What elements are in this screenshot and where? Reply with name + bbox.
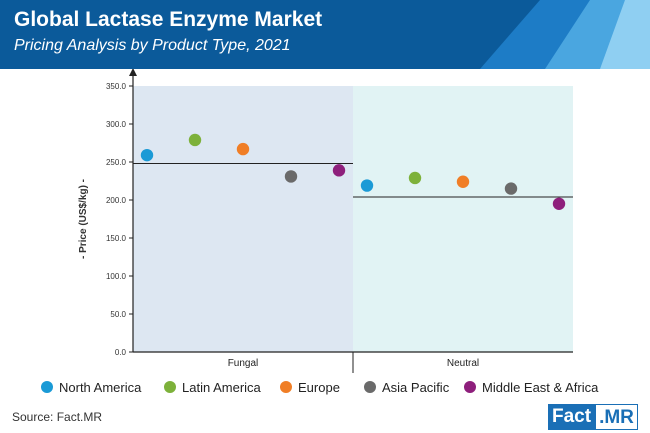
header-banner: Global Lactase Enzyme Market Pricing Ana… [0, 0, 650, 69]
legend-marker [280, 381, 292, 393]
factmr-logo: Fact .MR [548, 404, 638, 430]
y-tick-label: 0.0 [115, 348, 127, 357]
x-tick-label: Fungal [228, 358, 259, 369]
data-point [284, 170, 298, 183]
logo-part1: Fact [548, 404, 596, 430]
legend-label: Europe [298, 380, 340, 395]
legend-label: Asia Pacific [382, 380, 450, 395]
data-point [408, 171, 422, 185]
data-point [332, 164, 346, 177]
y-tick-label: 300.0 [106, 120, 127, 129]
category-panel-fungal [133, 86, 353, 352]
legend-marker [464, 381, 476, 393]
legend-label: North America [59, 380, 142, 395]
header-decoration [480, 0, 650, 69]
data-point [188, 133, 202, 147]
chart-subtitle: Pricing Analysis by Product Type, 2021 [14, 37, 291, 54]
legend-label: Middle East & Africa [482, 380, 599, 395]
data-point [360, 179, 374, 192]
legend-marker [164, 381, 176, 393]
source-note: Source: Fact.MR [12, 410, 103, 424]
data-point [236, 142, 250, 156]
legend-marker [364, 381, 376, 393]
y-tick-label: 100.0 [106, 272, 127, 281]
chart-title: Global Lactase Enzyme Market [14, 8, 323, 31]
x-tick-label: Neutral [447, 358, 479, 369]
y-tick-label: 350.0 [106, 82, 127, 91]
y-tick-label: 150.0 [106, 234, 127, 243]
y-axis-label: - Price (US$/kg) - [78, 179, 89, 259]
data-point [552, 197, 566, 210]
y-tick-label: 250.0 [106, 158, 127, 167]
legend-marker [41, 381, 53, 393]
y-axis-arrow [129, 69, 137, 76]
y-tick-label: 50.0 [110, 310, 126, 319]
data-point [456, 175, 470, 188]
category-panel-neutral [353, 86, 573, 352]
data-point [504, 182, 518, 195]
y-tick-label: 200.0 [106, 196, 127, 205]
data-point [140, 148, 154, 162]
logo-part2: .MR [595, 404, 638, 430]
chart-area: 0.0 50.0 100.0 150.0 200.0 250.0 300.0 350.0 - P… [41, 69, 599, 395]
legend-label: Latin America [182, 380, 262, 395]
